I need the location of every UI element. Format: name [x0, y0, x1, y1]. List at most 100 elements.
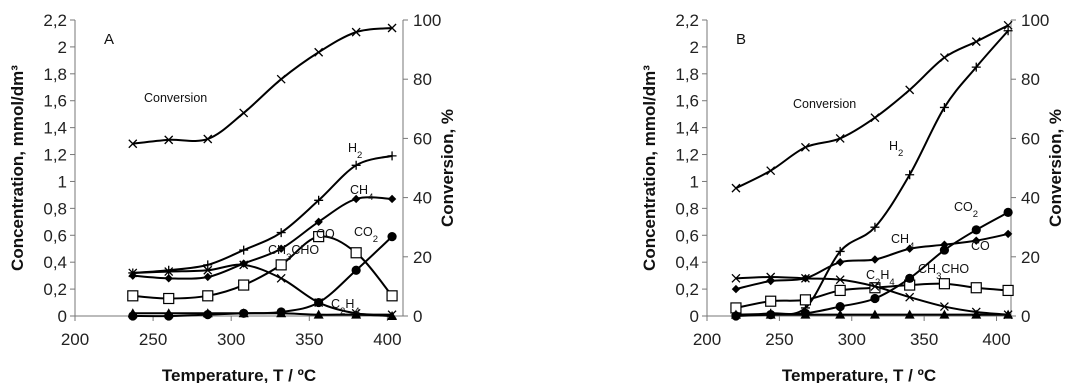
data-point-conversion: [203, 134, 213, 144]
y-tick-label: 0,8: [675, 199, 699, 218]
panel-letter: B: [736, 31, 746, 48]
y-tick-label: 2,2: [675, 11, 699, 30]
y-axis-title: Concentration, mmol/dm³: [8, 65, 27, 271]
data-point-conversion: [971, 37, 981, 47]
data-point-ch4: [905, 244, 914, 253]
data-point-conversion: [351, 27, 361, 37]
data-point-co: [313, 231, 325, 243]
data-point-ch3cho: [905, 292, 915, 302]
data-point-c2h4: [765, 309, 776, 319]
series-label-co2: CO2: [954, 200, 978, 220]
y-tick-label: 0,6: [675, 226, 699, 245]
data-point-co: [275, 259, 287, 271]
series-label-ch4: CH4: [891, 232, 914, 252]
data-point-co2: [870, 293, 880, 304]
data-point-ch3cho: [314, 298, 324, 308]
data-point-ch3cho: [203, 265, 213, 275]
data-point-ch3cho: [164, 267, 174, 277]
data-point-c2h4: [313, 309, 324, 319]
data-point-conversion: [939, 53, 949, 63]
data-point-ch3cho: [800, 273, 810, 283]
data-point-conversion: [164, 135, 174, 145]
data-point-conversion: [766, 166, 776, 176]
data-point-conversion: [835, 133, 845, 143]
data-point-h2: [870, 222, 880, 232]
y-tick-label: 1,2: [43, 146, 67, 165]
y-tick-label: 2,2: [43, 11, 67, 30]
data-point-ch3cho: [731, 273, 741, 283]
data-point-c2h4: [800, 309, 811, 319]
data-point-co: [938, 278, 951, 290]
series-label-h2: H2: [889, 139, 903, 159]
data-point-ch4: [203, 272, 212, 282]
data-point-co: [1002, 284, 1014, 297]
series-label-ch3cho: CH3CHO: [268, 243, 319, 263]
data-point-ch3cho: [939, 302, 949, 312]
data-point-co: [163, 292, 175, 305]
x-axis-title: Temperature, T / ºC: [162, 366, 316, 383]
data-point-conversion: [870, 113, 880, 123]
series-line-ch3cho: [132, 263, 393, 316]
data-point-conversion: [905, 85, 915, 95]
data-point-co: [970, 282, 982, 294]
y2-tick-label: 60: [413, 129, 432, 148]
y-tick-label: 2: [690, 38, 699, 57]
data-point-conversion: [387, 23, 397, 33]
data-point-c2h4: [939, 309, 950, 319]
series-label-ch4: CH4: [350, 183, 373, 203]
x-tick-label: 350: [910, 330, 938, 349]
y-tick-label: 1: [58, 172, 67, 191]
data-point-co: [238, 279, 250, 291]
series-label-co: CO: [316, 227, 335, 241]
series-label-co2: CO2: [354, 225, 378, 245]
x-axis-title: Temperature, T / ºC: [782, 366, 936, 383]
series-line-c2h4: [132, 312, 393, 317]
data-point-ch4: [972, 236, 981, 245]
y-tick-label: 1: [690, 172, 699, 191]
y2-axis-title: Conversion, %: [438, 109, 457, 227]
data-point-ch4: [835, 257, 845, 267]
y-tick-label: 0: [690, 307, 699, 326]
chart-panel-a: 0 0,2 0,4 0,6 0,8 1 1,2 1,4 1,6 1,8 2 2,2 0 20 40 60 80 1…: [8, 11, 457, 383]
series-label-conversion: Conversion: [144, 91, 207, 105]
data-point-co2: [351, 265, 361, 275]
data-point-h2: [387, 151, 397, 161]
y-tick-label: 0,4: [675, 253, 699, 272]
data-point-conversion: [128, 139, 138, 149]
y2-tick-label: 40: [1021, 189, 1040, 208]
y-axis-title: Concentration, mmol/dm³: [640, 65, 659, 271]
y2-tick-label: 40: [413, 189, 432, 208]
y-tick-label: 0,2: [43, 280, 67, 299]
data-point-co2: [939, 245, 950, 255]
data-point-h2: [971, 62, 981, 72]
data-point-h2: [276, 228, 286, 238]
series-co: CO: [127, 227, 398, 305]
y-tick-label: 1,8: [43, 65, 67, 84]
y2-tick-label: 20: [413, 248, 432, 267]
data-point-c2h4: [127, 308, 138, 318]
data-point-ch3cho: [128, 268, 138, 278]
y-tick-label: 0: [58, 307, 67, 326]
data-point-ch4: [239, 259, 248, 268]
data-point-ch3cho: [239, 260, 249, 270]
x-tick-label: 400: [373, 330, 401, 349]
data-point-c2h4: [238, 308, 249, 318]
data-point-ch4: [314, 217, 323, 227]
data-point-ch3cho: [766, 272, 776, 282]
data-point-h2: [835, 246, 845, 256]
y-tick-label: 1,4: [675, 119, 699, 138]
data-point-h2: [1003, 26, 1013, 36]
y2-tick-label: 80: [413, 70, 432, 89]
series-ch3cho: CH3CHO: [128, 243, 397, 320]
data-point-conversion: [731, 183, 741, 193]
x-tick-label: 200: [693, 330, 721, 349]
chart-panel-b: 0 0,2 0,4 0,6 0,8 1 1,2 1,4 1,6 1,8 2 2,2 0 20 40 60 80 1…: [640, 11, 1065, 383]
series-conversion: Conversion: [731, 20, 1013, 193]
data-point-h2: [239, 245, 249, 255]
y2-tick-label: 100: [1021, 11, 1049, 30]
data-point-h2: [203, 260, 213, 270]
data-point-ch4: [1003, 229, 1013, 239]
y-tick-label: 1,6: [675, 92, 699, 111]
y-tick-label: 1,6: [43, 92, 67, 111]
